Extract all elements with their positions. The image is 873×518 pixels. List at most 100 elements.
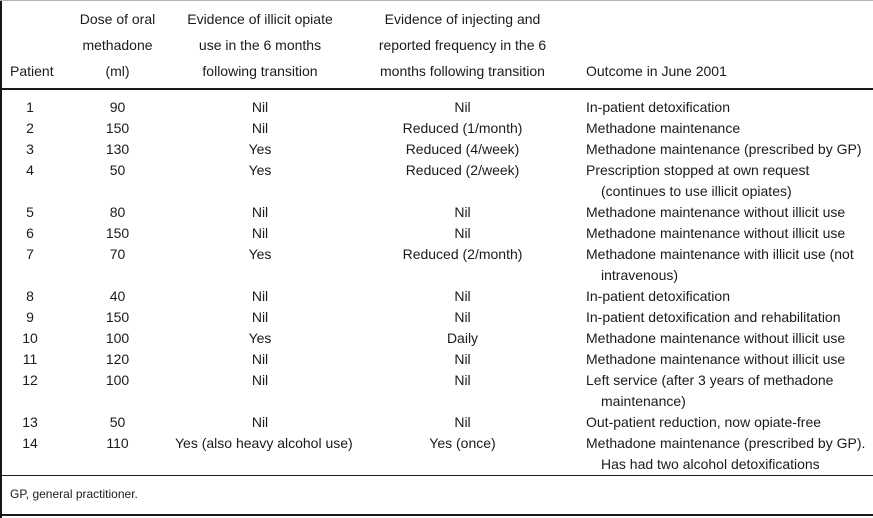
cell-dose: 100	[105, 330, 130, 346]
outcome-line: maintenance)	[601, 393, 686, 409]
header-line: use in the 6 months	[198, 37, 322, 53]
cell-opiate-use: Nil	[251, 372, 269, 388]
table-row: 5 80 Nil Nil Methadone maintenance without i…	[0, 202, 873, 223]
cell-patient: 9	[26, 309, 34, 325]
cell-outcome: Left service (after 3 years of methadone…	[580, 370, 873, 412]
header-line: months following transition	[380, 63, 545, 79]
header-text: Outcome in June 2001	[586, 63, 727, 79]
col-header-patient: Patient	[0, 1, 60, 90]
outcome-line: Methadone maintenance without illicit us…	[586, 225, 846, 241]
cell-opiate-use: Yes	[248, 246, 272, 262]
header-line: reported frequency in the 6	[378, 37, 547, 53]
outcome-line: Left service (after 3 years of methadone	[586, 372, 834, 388]
cell-patient: 10	[22, 330, 38, 346]
cell-opiate-use: Nil	[251, 288, 269, 304]
table-row: 12 100 Nil Nil Left service (after 3 years o…	[0, 370, 873, 412]
cell-injecting: Nil	[454, 309, 471, 325]
left-border-line	[0, 1, 2, 518]
cell-outcome: Methadone maintenance	[580, 118, 873, 139]
cell-dose: 40	[109, 288, 126, 304]
cell-outcome: Out-patient reduction, now opiate-free	[580, 412, 873, 433]
cell-patient: 12	[22, 372, 38, 388]
cell-outcome: Methadone maintenance (prescribed by GP)…	[580, 433, 873, 475]
table-row: 14 110 Yes (also heavy alcohol use) Yes (on…	[0, 433, 873, 475]
table-row: 2 150 Nil Reduced (1/month) Methadone mainte…	[0, 118, 873, 139]
cell-injecting: Daily	[446, 330, 479, 346]
cell-patient: 14	[22, 435, 38, 451]
outcome-line: In-patient detoxification and rehabilita…	[586, 309, 841, 325]
cell-injecting: Nil	[454, 288, 471, 304]
cell-dose: 120	[105, 351, 130, 367]
cell-dose: 90	[109, 99, 126, 115]
header-row: Patient Dose of oral methadone (ml) Evid…	[0, 1, 873, 90]
cell-patient: 1	[26, 99, 34, 115]
table-row: 13 50 Nil Nil Out-patient reduction, now opi…	[0, 412, 873, 433]
table-row: 6 150 Nil Nil Methadone maintenance without …	[0, 223, 873, 244]
cell-opiate-use: Nil	[251, 351, 269, 367]
cell-injecting: Reduced (2/week)	[405, 162, 520, 178]
outcome-line: Methadone maintenance	[586, 120, 741, 136]
cell-patient: 11	[22, 351, 38, 367]
cell-opiate-use: Nil	[251, 414, 269, 430]
cell-injecting: Nil	[454, 351, 471, 367]
cell-patient: 8	[26, 288, 34, 304]
cell-injecting: Nil	[454, 414, 471, 430]
col-header-injecting: Evidence of injecting and reported frequ…	[345, 1, 580, 90]
outcome-line: Methadone maintenance (prescribed by GP)	[586, 141, 862, 157]
header-line: Evidence of injecting and	[384, 11, 541, 27]
outcome-line: Methadone maintenance without illicit us…	[586, 330, 846, 346]
cell-opiate-use: Yes	[248, 330, 272, 346]
cell-dose: 70	[109, 246, 126, 262]
cell-dose: 50	[109, 414, 126, 430]
cell-opiate-use: Nil	[251, 225, 269, 241]
cell-patient: 3	[26, 141, 34, 157]
header-line: following transition	[202, 63, 318, 79]
cell-patient: 13	[22, 414, 38, 430]
outcome-line: (continues to use illicit opiates)	[601, 183, 792, 199]
table-row: 11 120 Nil Nil Methadone maintenance without…	[0, 349, 873, 370]
cell-injecting: Reduced (1/month)	[402, 120, 523, 136]
cell-dose: 110	[106, 435, 129, 451]
outcome-line: Methadone maintenance (prescribed by GP)…	[586, 435, 866, 451]
cell-opiate-use: Nil	[251, 99, 269, 115]
cell-injecting: Reduced (4/week)	[405, 141, 520, 157]
outcome-line: Methadone maintenance without illicit us…	[586, 204, 846, 220]
outcome-line: In-patient detoxification	[586, 288, 730, 304]
cell-injecting: Nil	[454, 99, 471, 115]
outcome-line: Out-patient reduction, now opiate-free	[586, 414, 822, 430]
header-text: Patient	[10, 63, 54, 79]
cell-dose: 150	[105, 120, 130, 136]
cell-dose: 100	[105, 372, 130, 388]
cell-outcome: In-patient detoxification	[580, 286, 873, 307]
header-line: methadone	[82, 37, 153, 53]
cell-patient: 2	[26, 120, 34, 136]
footnote-bar: GP, general practitioner.	[0, 475, 873, 516]
cell-outcome: Methadone maintenance without illicit us…	[580, 328, 873, 349]
cell-outcome: In-patient detoxification	[580, 89, 873, 118]
outcome-line: Prescription stopped at own request	[586, 162, 810, 178]
cell-opiate-use: Yes	[248, 141, 272, 157]
cell-outcome: Methadone maintenance without illicit us…	[580, 349, 873, 370]
cell-dose: 50	[109, 162, 126, 178]
cell-injecting: Yes (once)	[429, 435, 496, 451]
cell-injecting: Nil	[454, 204, 471, 220]
cell-injecting: Nil	[454, 225, 471, 241]
cell-dose: 80	[109, 204, 126, 220]
table-row: 3 130 Yes Reduced (4/week) Methadone mainten…	[0, 139, 873, 160]
outcome-line: intravenous)	[601, 267, 679, 283]
cell-opiate-use: Yes	[248, 162, 272, 178]
cell-outcome: Methadone maintenance (prescribed by GP)	[580, 139, 873, 160]
patients-table: Patient Dose of oral methadone (ml) Evid…	[0, 1, 873, 475]
outcome-line: Methadone maintenance with illicit use (…	[586, 246, 854, 262]
cell-injecting: Nil	[454, 372, 471, 388]
outcome-line: Methadone maintenance without illicit us…	[586, 351, 846, 367]
cell-opiate-use: Nil	[251, 204, 269, 220]
table-row: 9 150 Nil Nil In-patient detoxification and …	[0, 307, 873, 328]
cell-opiate-use: Nil	[251, 120, 269, 136]
table-row: 8 40 Nil Nil In-patient detoxification	[0, 286, 873, 307]
header-line: Dose of oral	[79, 11, 156, 27]
col-header-dose: Dose of oral methadone (ml)	[60, 1, 175, 90]
cell-outcome: Methadone maintenance without illicit us…	[580, 202, 873, 223]
cell-patient: 6	[26, 225, 34, 241]
